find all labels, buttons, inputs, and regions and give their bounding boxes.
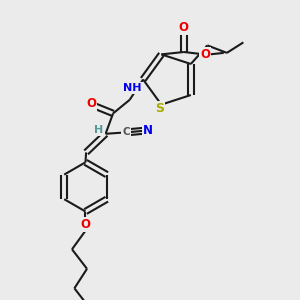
Text: O: O: [86, 97, 96, 110]
Text: O: O: [179, 21, 189, 34]
Text: O: O: [80, 218, 91, 231]
Text: O: O: [200, 48, 210, 61]
Text: H: H: [94, 125, 103, 135]
Text: S: S: [155, 102, 164, 115]
Text: C: C: [122, 127, 130, 137]
Text: NH: NH: [124, 83, 142, 93]
Text: N: N: [143, 124, 153, 137]
